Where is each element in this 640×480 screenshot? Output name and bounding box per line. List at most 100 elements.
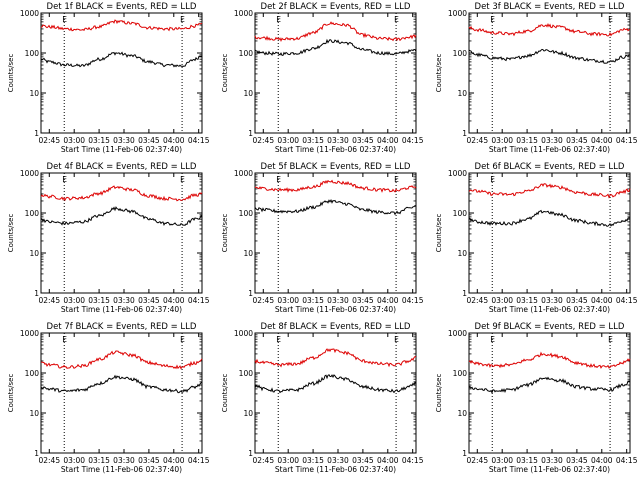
chart-panel-6: Det 6f BLACK = Events, RED = LLD E E 1 10 100… xyxy=(435,162,638,314)
x-axis-label: Start Time (11-Feb-06 02:37:40) xyxy=(489,465,610,474)
y-tick-label: 10 xyxy=(29,89,39,98)
chart-panel-2: Det 2f BLACK = Events, RED = LLD E E 1 10 100… xyxy=(221,2,424,154)
x-tick-label: 03:45 xyxy=(566,136,588,145)
plot-frame xyxy=(254,332,417,454)
marker-label-2: E xyxy=(180,335,185,344)
marker-label-2: E xyxy=(180,15,185,24)
x-tick-label: 03:15 xyxy=(302,136,324,145)
y-tick-label: 100 xyxy=(453,49,468,58)
y-axis-label: Counts/sec xyxy=(221,374,229,413)
y-tick-label: 10 xyxy=(457,409,467,418)
x-tick-label: 02:45 xyxy=(38,456,60,465)
x-tick-label: 03:30 xyxy=(327,296,349,305)
x-tick-label: 04:00 xyxy=(591,456,613,465)
x-tick-label: 03:00 xyxy=(63,456,85,465)
plot-frame xyxy=(40,172,203,294)
x-tick-label: 03:45 xyxy=(138,136,160,145)
y-tick-label: 1 xyxy=(34,129,39,138)
y-tick-label: 1 xyxy=(34,289,39,298)
y-tick-label: 100 xyxy=(239,369,254,378)
marker-label-1: E xyxy=(276,335,281,344)
chart-title: Det 7f BLACK = Events, RED = LLD xyxy=(47,322,197,332)
y-tick-label: 1000 xyxy=(234,329,253,338)
series-line-lld xyxy=(254,21,417,42)
y-axis-label: Counts/sec xyxy=(435,54,443,93)
plot-frame xyxy=(254,172,417,294)
x-tick-label: 03:45 xyxy=(352,136,374,145)
series-line-lld xyxy=(468,183,631,199)
x-axis-label: Start Time (11-Feb-06 02:37:40) xyxy=(275,305,396,314)
x-axis-label: Start Time (11-Feb-06 02:37:40) xyxy=(489,305,610,314)
x-tick-label: 04:00 xyxy=(163,456,185,465)
chart-panel-9: Det 9f BLACK = Events, RED = LLD E E 1 10 100… xyxy=(435,322,638,474)
y-axis-label: Counts/sec xyxy=(221,214,229,253)
series-line-events xyxy=(40,206,203,227)
marker-label-2: E xyxy=(608,335,613,344)
chart-panel-1: Det 1f BLACK = Events, RED = LLD E E 1 10 100… xyxy=(7,2,210,154)
x-tick-label: 03:30 xyxy=(327,136,349,145)
y-tick-label: 1000 xyxy=(20,9,39,18)
x-tick-label: 03:15 xyxy=(516,136,538,145)
x-tick-label: 03:30 xyxy=(113,136,135,145)
chart-title: Det 9f BLACK = Events, RED = LLD xyxy=(475,322,625,332)
x-tick-label: 03:15 xyxy=(516,296,538,305)
chart-title: Det 3f BLACK = Events, RED = LLD xyxy=(475,2,625,12)
marker-label-1: E xyxy=(276,175,281,184)
x-tick-label: 04:15 xyxy=(402,456,424,465)
x-tick-label: 04:15 xyxy=(402,296,424,305)
y-tick-label: 100 xyxy=(25,369,40,378)
x-tick-label: 04:15 xyxy=(616,456,638,465)
series-line-events xyxy=(254,38,417,56)
x-tick-label: 02:45 xyxy=(466,136,488,145)
x-axis-label: Start Time (11-Feb-06 02:37:40) xyxy=(275,145,396,154)
marker-label-1: E xyxy=(490,335,495,344)
series-line-lld xyxy=(41,19,203,32)
chart-panel-7: Det 7f BLACK = Events, RED = LLD E E 1 10 100… xyxy=(7,322,210,474)
x-tick-label: 03:30 xyxy=(113,296,135,305)
x-tick-label: 03:00 xyxy=(491,456,513,465)
series-line-events xyxy=(468,209,631,227)
x-tick-label: 04:15 xyxy=(188,296,210,305)
chart-title: Det 5f BLACK = Events, RED = LLD xyxy=(261,162,411,172)
chart-title: Det 4f BLACK = Events, RED = LLD xyxy=(47,162,197,172)
y-tick-label: 1000 xyxy=(234,169,253,178)
x-tick-label: 03:00 xyxy=(491,296,513,305)
marker-label-1: E xyxy=(62,175,67,184)
y-tick-label: 100 xyxy=(25,49,40,58)
y-tick-label: 10 xyxy=(29,249,39,258)
x-tick-label: 04:00 xyxy=(377,296,399,305)
x-tick-label: 03:00 xyxy=(277,456,299,465)
series-line-lld xyxy=(254,179,417,193)
x-tick-label: 03:30 xyxy=(541,136,563,145)
plot-frame xyxy=(40,332,203,454)
y-tick-label: 10 xyxy=(243,249,253,258)
x-tick-label: 04:00 xyxy=(163,296,185,305)
chart-panel-8: Det 8f BLACK = Events, RED = LLD E E 1 10 100… xyxy=(221,322,424,474)
x-tick-label: 03:15 xyxy=(88,296,110,305)
x-tick-label: 04:15 xyxy=(402,136,424,145)
chart-title: Det 1f BLACK = Events, RED = LLD xyxy=(47,2,197,12)
y-tick-label: 1000 xyxy=(448,329,467,338)
y-tick-label: 100 xyxy=(239,49,254,58)
x-tick-label: 04:15 xyxy=(188,136,210,145)
y-tick-label: 1 xyxy=(34,449,39,458)
y-tick-label: 10 xyxy=(457,89,467,98)
x-tick-label: 04:00 xyxy=(377,136,399,145)
x-tick-label: 02:45 xyxy=(38,136,60,145)
x-tick-label: 03:45 xyxy=(352,296,374,305)
marker-label-1: E xyxy=(490,175,495,184)
chart-panel-4: Det 4f BLACK = Events, RED = LLD E E 1 10 100… xyxy=(7,162,210,314)
marker-label-1: E xyxy=(490,15,495,24)
x-tick-label: 04:00 xyxy=(591,296,613,305)
y-tick-label: 10 xyxy=(243,409,253,418)
x-tick-label: 04:15 xyxy=(188,456,210,465)
series-line-events xyxy=(468,48,631,64)
marker-label-2: E xyxy=(394,175,399,184)
x-tick-label: 03:45 xyxy=(138,456,160,465)
x-axis-label: Start Time (11-Feb-06 02:37:40) xyxy=(275,465,396,474)
marker-label-1: E xyxy=(62,335,67,344)
marker-label-2: E xyxy=(394,335,399,344)
x-tick-label: 02:45 xyxy=(252,136,274,145)
x-axis-label: Start Time (11-Feb-06 02:37:40) xyxy=(61,305,182,314)
